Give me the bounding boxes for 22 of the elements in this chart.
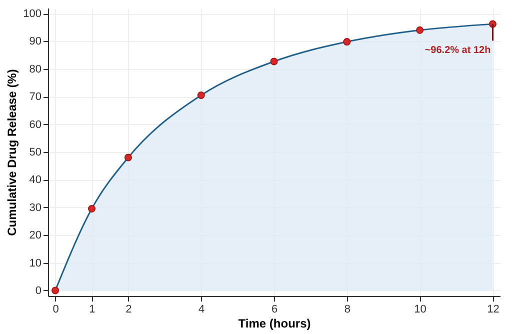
y-tick-label: 50 <box>29 146 42 158</box>
y-tick-label: 60 <box>29 118 42 131</box>
x-axis-title: Time (hours) <box>238 316 311 330</box>
x-tick-label: 2 <box>126 304 132 316</box>
y-tick-label: 0 <box>35 284 42 297</box>
y-tick-label: 30 <box>29 202 42 214</box>
x-tick-label: 4 <box>198 304 205 316</box>
y-tick-label: 100 <box>23 8 42 20</box>
x-tick-label: 8 <box>344 304 350 316</box>
y-axis-title: Cumulative Drug Release (%) <box>5 69 20 236</box>
y-tick-label: 10 <box>29 257 42 270</box>
y-tick-label: 70 <box>29 91 42 104</box>
x-tick-label: 12 <box>487 304 500 316</box>
y-tick-label: 40 <box>29 174 42 186</box>
x-tick-label: 1 <box>89 304 96 316</box>
y-tick-label: 20 <box>29 230 42 242</box>
x-tick-label: 10 <box>414 304 426 316</box>
y-tick-label: 80 <box>29 63 42 76</box>
x-tick-label: 0 <box>52 304 59 316</box>
x-tick-label: 6 <box>271 304 278 316</box>
annotation: ~96.2% at 12h <box>424 45 491 56</box>
y-tick-label: 90 <box>29 36 42 48</box>
